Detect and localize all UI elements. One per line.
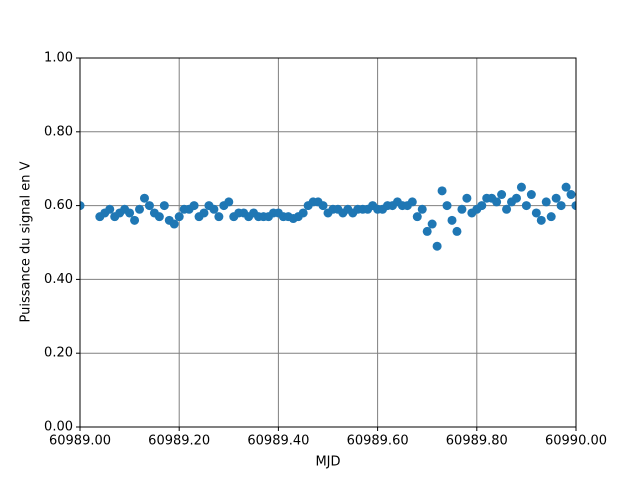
point (571, 201, 576, 211)
point (174, 212, 184, 222)
point (209, 204, 219, 214)
y-tick-label: 1.00 (44, 51, 73, 66)
point (546, 212, 556, 222)
point (427, 219, 437, 229)
point (477, 201, 487, 211)
point (437, 186, 447, 196)
point (298, 208, 308, 218)
point (154, 212, 164, 222)
point (199, 208, 209, 218)
x-tick-label: 60989.40 (247, 434, 309, 449)
point (417, 204, 427, 214)
point (521, 201, 531, 211)
point (159, 201, 169, 211)
y-tick-label: 0.20 (44, 346, 73, 361)
point (432, 241, 442, 251)
point (125, 208, 135, 218)
point (130, 215, 140, 225)
point (442, 201, 452, 211)
point (492, 197, 502, 207)
x-tick-label: 60989.80 (446, 434, 508, 449)
point (318, 201, 328, 211)
y-tick-label: 0.60 (44, 198, 73, 213)
point (526, 190, 536, 200)
point (551, 193, 561, 203)
point (422, 226, 432, 236)
point (561, 182, 571, 192)
point (457, 204, 467, 214)
points (80, 182, 576, 251)
point (224, 197, 234, 207)
y-axis-label: Puissance du signal en V (19, 161, 34, 322)
point (412, 212, 422, 222)
point (144, 201, 154, 211)
point (189, 201, 199, 211)
y-tick-label: 0.80 (44, 124, 73, 139)
y-tick-label: 0.00 (44, 420, 73, 435)
point (541, 197, 551, 207)
x-tick-label: 60989.00 (49, 434, 111, 449)
point (516, 182, 526, 192)
point (497, 190, 507, 200)
point (80, 201, 85, 211)
x-tick-label: 60989.20 (148, 434, 210, 449)
point (531, 208, 541, 218)
point (105, 204, 115, 214)
point (556, 201, 566, 211)
x-tick-label: 60989.60 (347, 434, 409, 449)
point (452, 226, 462, 236)
point (139, 193, 149, 203)
grid (79, 57, 577, 428)
ticks: 60989.00 60989.20 60989.40 60989.60 60989.80… (44, 51, 607, 449)
point (511, 193, 521, 203)
point (502, 204, 512, 214)
y-tick-label: 0.40 (44, 272, 73, 287)
point (169, 219, 179, 229)
point (536, 215, 546, 225)
axes-frame (79, 57, 577, 428)
point (447, 215, 457, 225)
x-tick-label: 60990.00 (545, 434, 607, 449)
point (214, 212, 224, 222)
x-axis-label: MJD (315, 455, 340, 470)
point (135, 204, 145, 214)
point (462, 193, 472, 203)
point (566, 190, 576, 200)
point (407, 197, 417, 207)
